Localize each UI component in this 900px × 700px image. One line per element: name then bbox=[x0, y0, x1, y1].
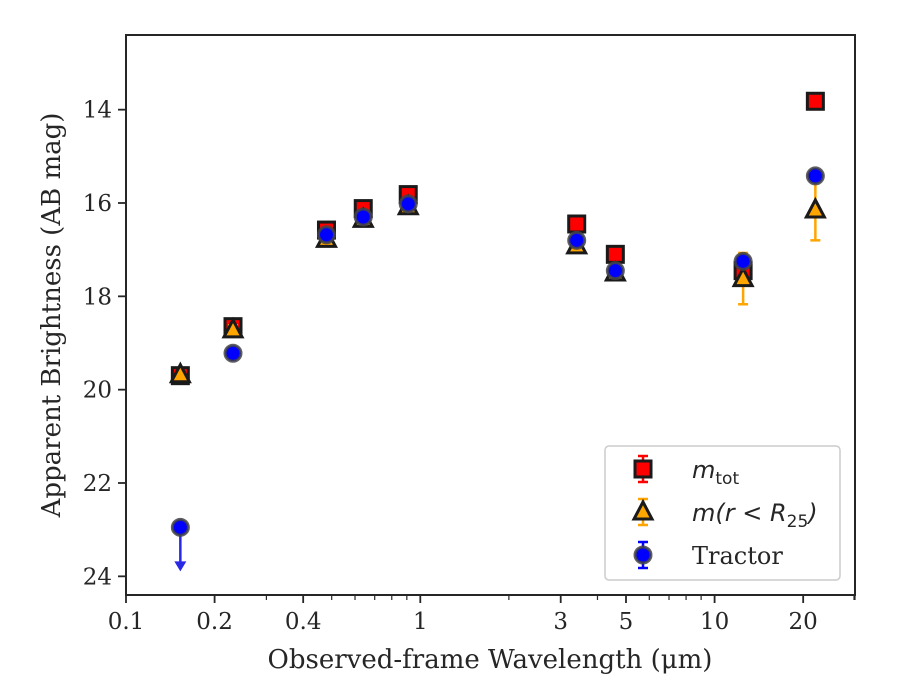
data-point bbox=[567, 214, 587, 234]
data-point bbox=[605, 261, 625, 281]
data-point bbox=[223, 343, 243, 363]
x-tick-label: 10 bbox=[700, 609, 729, 635]
x-tick-label: 20 bbox=[789, 609, 818, 635]
x-tick-label: 0.2 bbox=[196, 609, 233, 635]
plot-frame bbox=[125, 34, 856, 596]
data-point bbox=[398, 194, 418, 214]
series-square bbox=[170, 91, 825, 386]
y-tick-label: 14 bbox=[83, 98, 112, 124]
legend: mtot m(r < R25) Tractor bbox=[604, 445, 841, 581]
data-point bbox=[567, 230, 587, 250]
y-axis-ticks: 14 16 18 20 22 24 bbox=[83, 98, 126, 590]
data-point bbox=[733, 251, 753, 271]
legend-marker bbox=[633, 545, 653, 565]
legend-label: mtot bbox=[692, 456, 739, 489]
series-circle bbox=[170, 166, 825, 572]
y-axis-label: Apparent Brightness (AB mag) bbox=[37, 113, 67, 519]
x-tick-label: 5 bbox=[619, 609, 634, 635]
data-point bbox=[803, 196, 827, 219]
data-point bbox=[805, 91, 825, 111]
upper-limit-arrowhead bbox=[174, 561, 187, 572]
plot-area bbox=[125, 34, 856, 596]
x-axis-ticks: 0.1 0.2 0.4 1 3 5 10 20 bbox=[108, 595, 856, 635]
data-point bbox=[731, 265, 755, 288]
legend-label: m(r < R25) bbox=[692, 499, 818, 532]
legend-marker bbox=[633, 459, 653, 479]
legend-frame bbox=[604, 445, 841, 581]
data-point bbox=[353, 207, 373, 227]
data-markers bbox=[168, 91, 827, 572]
legend-label: Tractor bbox=[692, 542, 783, 570]
data-point bbox=[170, 517, 190, 537]
x-tick-label: 1 bbox=[413, 609, 428, 635]
data-point bbox=[805, 166, 825, 186]
data-point bbox=[168, 361, 192, 384]
y-tick-label: 22 bbox=[83, 471, 112, 497]
data-point bbox=[221, 316, 245, 339]
y-tick-label: 18 bbox=[83, 284, 112, 310]
y-tick-label: 16 bbox=[83, 191, 112, 217]
y-tick-label: 20 bbox=[83, 378, 112, 404]
x-tick-label: 3 bbox=[553, 609, 568, 635]
series-triangle bbox=[168, 178, 827, 384]
x-tick-label: 0.1 bbox=[108, 609, 145, 635]
y-tick-label: 24 bbox=[83, 564, 112, 590]
data-point bbox=[316, 225, 336, 245]
x-tick-label: 0.4 bbox=[285, 609, 322, 635]
x-axis-label: Observed-frame Wavelength (μm) bbox=[268, 645, 713, 675]
legend-marker bbox=[631, 498, 655, 521]
